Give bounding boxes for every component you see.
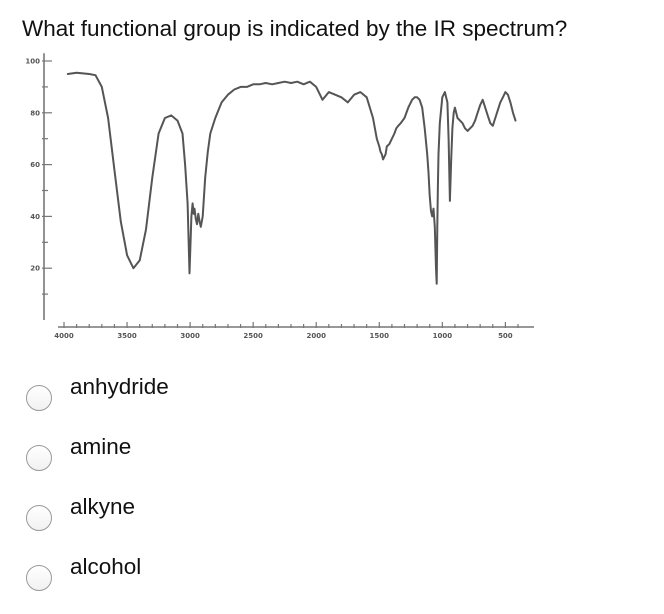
- x-axis: 4000 3500 3000 2500 2000 1500 1000 500: [54, 322, 534, 340]
- x-tick-label: 1500: [370, 332, 390, 340]
- y-axis: 20 40 60 80 100: [25, 53, 52, 320]
- x-tick-label: 500: [498, 332, 513, 340]
- x-tick-label: 4000: [54, 332, 74, 340]
- x-tick-label: 2000: [306, 332, 326, 340]
- option-label: anhydride: [70, 374, 169, 399]
- x-tick-label: 1000: [433, 332, 453, 340]
- question-text: What functional group is indicated by th…: [22, 16, 568, 41]
- answer-option-alkyne[interactable]: alkyne: [26, 492, 326, 532]
- answer-option-amine[interactable]: amine: [26, 432, 326, 472]
- y-tick-label: 60: [30, 161, 40, 169]
- spectrum-trace: [66, 71, 517, 285]
- radio-button[interactable]: [26, 505, 52, 531]
- spectrum-trace-layer: [66, 71, 517, 285]
- y-tick-label: 100: [25, 58, 40, 66]
- radio-button[interactable]: [26, 445, 52, 471]
- y-tick-label: 80: [30, 109, 40, 117]
- x-tick-label: 3500: [117, 332, 137, 340]
- option-label: alcohol: [70, 554, 142, 579]
- radio-button[interactable]: [26, 565, 52, 591]
- y-tick-label: 20: [30, 265, 40, 273]
- radio-button[interactable]: [26, 385, 52, 411]
- y-tick-label: 40: [30, 213, 40, 221]
- answer-option-anhydride[interactable]: anhydride: [26, 372, 326, 412]
- answer-option-alcohol[interactable]: alcohol: [26, 552, 326, 592]
- option-label: amine: [70, 434, 132, 459]
- x-tick-label: 2500: [243, 332, 263, 340]
- option-label: alkyne: [70, 494, 136, 519]
- x-tick-label: 3000: [180, 332, 200, 340]
